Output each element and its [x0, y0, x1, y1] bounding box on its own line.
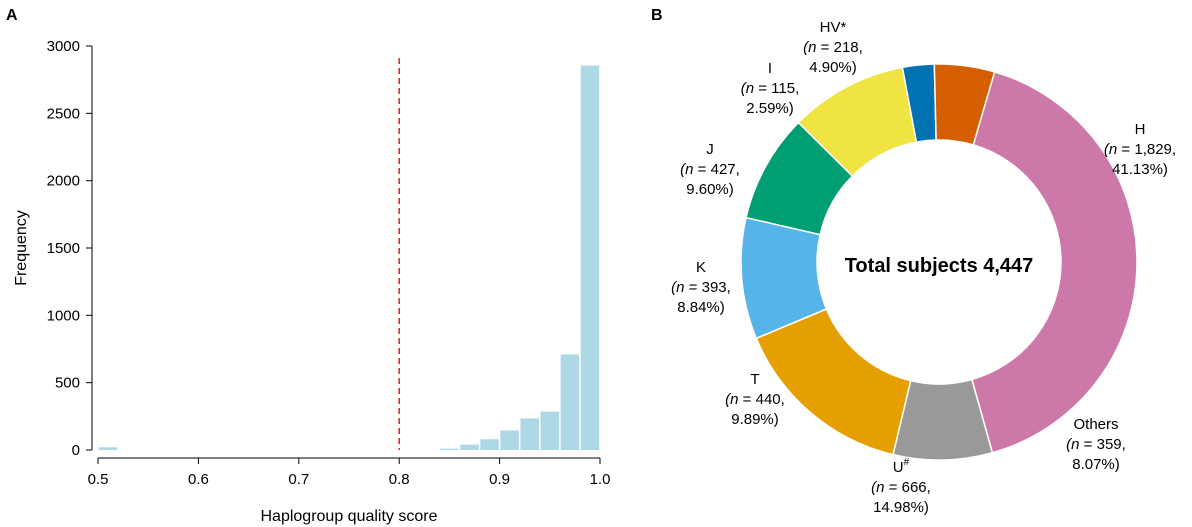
donut-slice-hv — [933, 63, 996, 146]
histogram-chart: 0 500 1000 1500 2000 2500 3000 0.5 0.6 0.7 0.8 0.9 1… — [47, 38, 611, 488]
donut-center-label: Total subjects 4,447 — [845, 255, 1034, 277]
donut-slice-h — [970, 71, 1138, 454]
x-tick-label: 0.9 — [489, 471, 510, 488]
histogram-bar — [520, 418, 539, 450]
histogram-bar — [580, 65, 600, 450]
x-tick-label: 0.8 — [389, 471, 410, 488]
donut-slice-label: U# (n = 666, 14.98%) — [871, 457, 931, 516]
donut-slice-label: HV* (n = 218, 4.90%) — [803, 19, 863, 76]
y-tick-label: 3000 — [47, 38, 80, 55]
donut-slice-label: J (n = 427, 9.60%) — [680, 141, 740, 198]
y-tick-label: 1000 — [47, 307, 80, 324]
y-tick-label: 2000 — [47, 173, 80, 190]
donut-slice-u — [755, 308, 912, 456]
histogram-bar — [98, 447, 118, 450]
histogram-x-axis-title: Haplogroup quality score — [261, 508, 438, 525]
x-tick-label: 1.0 — [590, 471, 611, 488]
y-tick-label: 2500 — [47, 105, 80, 122]
donut-slice-label: K (n = 393, 8.84%) — [671, 259, 731, 316]
y-tick-label: 1500 — [47, 240, 80, 257]
y-tick-label: 0 — [72, 442, 80, 459]
x-tick-label: 0.7 — [288, 471, 309, 488]
histogram-bar — [560, 354, 580, 450]
x-tick-label: 0.5 — [88, 471, 109, 488]
histogram-bar — [480, 439, 499, 450]
histogram-bar — [500, 430, 519, 450]
donut-slice-label: T (n = 440, 9.89%) — [725, 371, 785, 428]
histogram-bar — [540, 411, 560, 450]
panel-b-letter: B — [651, 7, 663, 24]
histogram-bar — [440, 448, 459, 450]
donut-chart: H (n = 1,829, 41.13%) Others (n = 359, 8.07%)… — [671, 19, 1176, 516]
donut-slice-label: Others (n = 359, 8.07%) — [1066, 416, 1126, 473]
histogram-bar — [460, 444, 479, 450]
histogram-y-axis-title: Frequency — [13, 210, 30, 286]
y-tick-label: 500 — [55, 375, 80, 392]
panel-a-letter: A — [6, 7, 18, 24]
x-tick-label: 0.6 — [188, 471, 209, 488]
donut-slice-label: I (n = 115, 2.59%) — [741, 60, 800, 117]
donut-slice-label: H (n = 1,829, 41.13%) — [1104, 121, 1176, 178]
